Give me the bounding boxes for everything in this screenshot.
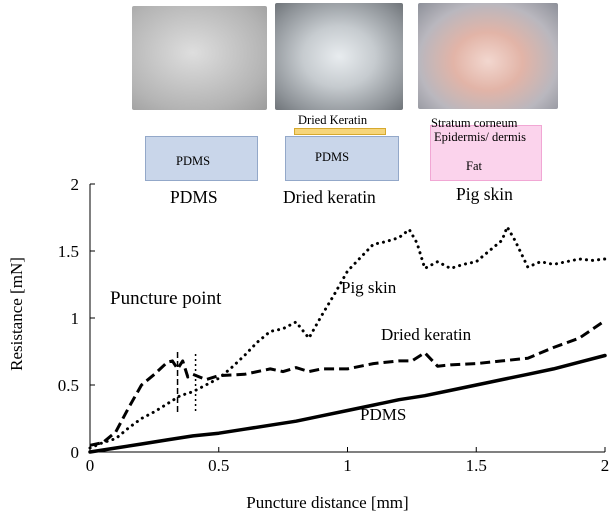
pdms-sample-name: PDMS — [170, 187, 218, 207]
keratin-pdms-label: PDMS — [315, 150, 350, 164]
pdms-diagram-label: PDMS — [176, 154, 211, 168]
x-tick-label: 0.5 — [208, 456, 229, 475]
dried-keratin-curve-label: Dried keratin — [381, 325, 472, 344]
epidermis-dermis-label: Epidermis/ dermis — [434, 130, 526, 144]
keratin-pdms-diagram-block — [285, 136, 399, 181]
pdms-curve-label: PDMS — [360, 405, 406, 424]
chart-annotations: Puncture point Pig skin Dried keratin PDMS — [110, 278, 472, 424]
series-pig-skin — [88, 225, 607, 450]
y-tick-label: 1.5 — [58, 242, 79, 261]
x-tick-label: 2 — [601, 456, 610, 475]
x-tick-label: 0 — [86, 456, 95, 475]
x-tick-label: 1 — [343, 456, 352, 475]
x-tick-label: 1.5 — [466, 456, 487, 475]
chart-axes: 0 0.5 1 1.5 2 0 0.5 1 1.5 2 Puncture distance [mm]… — [7, 175, 609, 512]
pig-skin-diagram-block — [430, 125, 542, 181]
y-tick-label: 1 — [71, 309, 80, 328]
series-dried-keratin — [89, 319, 606, 447]
x-axis-title: Puncture distance [mm] — [246, 493, 408, 512]
dried-keratin-sample-name: Dried keratin — [283, 187, 376, 207]
pdms-diagram-block — [145, 136, 258, 181]
puncture-point-label: Puncture point — [110, 288, 222, 309]
y-tick-label: 0 — [71, 443, 80, 462]
pig-skin-curve-label: Pig skin — [341, 278, 397, 297]
fat-label: Fat — [466, 159, 482, 173]
pig-skin-sample-name: Pig skin — [456, 184, 513, 204]
keratin-layer-label: Dried Keratin — [298, 113, 368, 127]
y-axis-title: Resistance [mN] — [7, 257, 26, 371]
chart-series — [88, 225, 607, 454]
keratin-layer-diagram — [294, 128, 386, 135]
pig-skin-photo — [418, 3, 558, 109]
y-tick-label: 0.5 — [58, 376, 79, 395]
y-tick-label: 2 — [71, 175, 80, 194]
pdms-photo — [132, 6, 267, 110]
stratum-corneum-label: Stratum corneum — [431, 116, 518, 130]
series-pdms — [88, 353, 607, 454]
dried-keratin-photo — [275, 3, 403, 110]
